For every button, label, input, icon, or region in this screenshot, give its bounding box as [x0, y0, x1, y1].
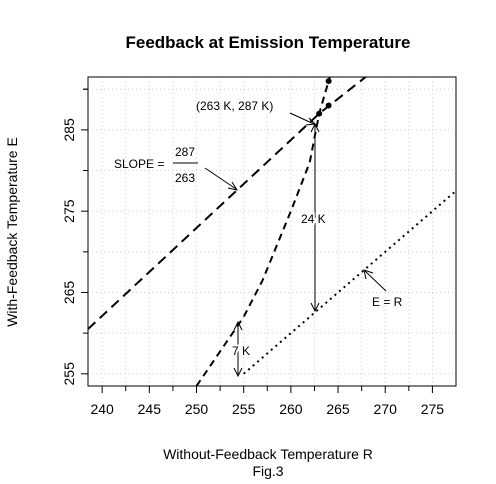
chart-title: Feedback at Emission Temperature	[125, 33, 410, 52]
data-point	[325, 78, 332, 85]
x-tick-label: 240	[90, 401, 114, 417]
x-axis-label: Without-Feedback Temperature R	[163, 446, 373, 462]
slope-denominator: 263	[175, 171, 195, 185]
slope-arrow	[204, 167, 237, 190]
series-line-dotted	[243, 190, 456, 375]
grid	[88, 77, 457, 386]
figure-caption: Fig.3	[252, 463, 283, 479]
gap-7-label: 7 K	[232, 344, 250, 358]
gap-24-arrowhead-bottom	[310, 302, 320, 313]
x-tick-label: 275	[421, 401, 445, 417]
identity-label: E = R	[372, 295, 403, 309]
x-tick-label: 255	[232, 401, 256, 417]
slope-arrowhead	[227, 181, 239, 191]
gap-24-arrowhead-top	[310, 122, 320, 133]
x-tick-label: 260	[279, 401, 303, 417]
x-tick-label: 250	[185, 401, 209, 417]
slope-text: SLOPE =	[114, 157, 164, 171]
points-group	[316, 78, 332, 117]
x-axis: 240 245 250 255 260 265 270 275	[90, 386, 444, 417]
y-axis: 255 265 275 285	[61, 88, 88, 386]
series-line-dashed-long	[88, 77, 368, 330]
x-tick-label: 265	[326, 401, 350, 417]
x-tick-label: 270	[374, 401, 398, 417]
gap-7-arrowhead-top	[233, 320, 243, 331]
y-tick-label: 275	[61, 199, 77, 223]
identity-arrow	[364, 270, 387, 292]
data-point	[316, 110, 323, 117]
slope-numerator: 287	[175, 145, 195, 159]
identity-arrowhead	[363, 269, 374, 280]
gap-24-label: 24 K	[301, 212, 326, 226]
y-tick-label: 255	[61, 362, 77, 386]
point-label: (263 K, 287 K)	[196, 99, 273, 113]
plot-frame	[87, 76, 457, 387]
y-axis-label: With-Feedback Temperature E	[4, 137, 20, 327]
annotations	[173, 112, 387, 378]
y-tick-label: 285	[61, 118, 77, 142]
y-tick-label: 265	[61, 281, 77, 305]
x-tick-label: 245	[138, 401, 162, 417]
point-arrow	[289, 112, 315, 125]
data-point	[325, 102, 332, 109]
gap-7-arrowhead-bottom	[233, 367, 243, 378]
